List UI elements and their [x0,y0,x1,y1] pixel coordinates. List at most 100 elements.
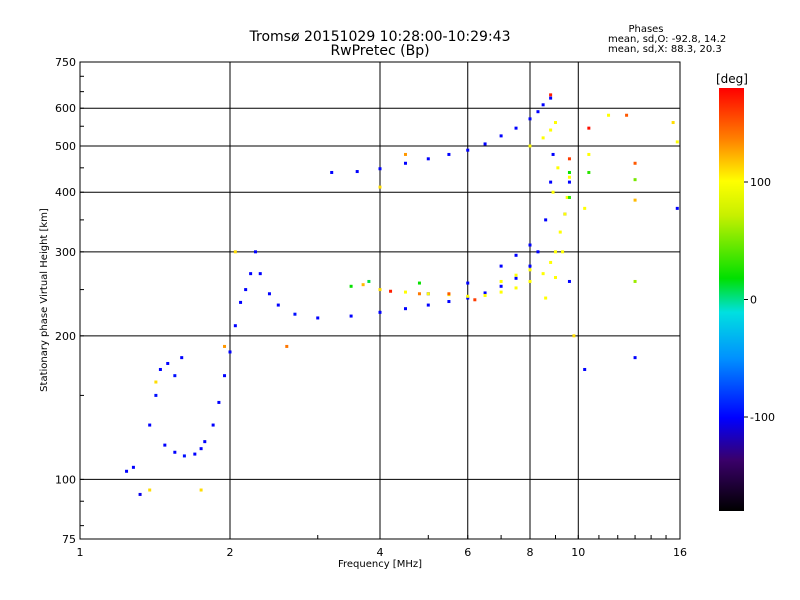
data-point [244,288,248,292]
data-point [633,279,637,283]
data-point [499,134,503,138]
data-point [253,250,257,254]
data-point [361,283,365,287]
data-point [148,423,152,427]
y-tick-label: 75 [62,533,76,546]
data-point [587,152,591,156]
data-point [558,230,562,234]
data-point [483,293,487,297]
data-point [154,380,158,384]
data-point [514,286,518,290]
data-point [217,400,221,404]
data-point [633,198,637,202]
stats-heading: Phases [628,24,663,35]
chart-subtitle: RwPretec (Bp) [330,43,429,59]
data-point [249,272,253,276]
colorbar-tick-label: -100 [750,411,775,424]
y-tick-label: 400 [55,186,76,199]
data-point [514,276,518,280]
data-point [551,152,555,156]
data-point [447,292,451,296]
data-point [466,281,470,285]
data-point [541,136,545,140]
data-point [499,284,503,288]
data-point [553,276,557,280]
data-point [447,152,451,156]
data-point [258,272,262,276]
data-point [483,142,487,146]
stats-x-mode: mean, sd,X: 88.3, 20.3 [608,44,722,55]
colorbar-tick-label: 0 [750,294,757,307]
y-axis-label: Stationary phase Virtual Height [km] [39,208,50,392]
data-point [193,452,197,456]
data-point [199,447,203,451]
data-point [378,185,382,189]
x-tick-label: 1 [77,546,84,559]
data-point [528,264,532,268]
data-point [199,488,203,492]
data-point [223,374,227,378]
data-point [551,190,555,194]
data-point [173,374,177,378]
data-point [567,170,571,174]
data-point [138,492,142,496]
colorbar [719,88,744,511]
data-point [565,195,569,199]
data-point [536,250,540,254]
data-point [378,310,382,314]
data-point [166,361,170,365]
data-point [233,324,237,328]
data-point [549,128,553,132]
data-point [330,170,334,174]
y-axis-ticks: 75 100 200 300 400 500 600 750 [55,56,84,546]
data-point [483,291,487,295]
data-point [466,148,470,152]
data-point [563,212,567,216]
data-point [567,279,571,283]
data-point [426,157,430,161]
data-point [125,469,129,473]
data-point [553,250,557,254]
data-point [633,356,637,360]
data-point [567,157,571,161]
data-point [473,298,477,302]
data-point [499,290,503,294]
data-point [417,292,421,296]
data-point [163,443,167,447]
data-point [633,178,637,182]
data-point [514,253,518,257]
data-point [514,126,518,130]
data-point [403,152,407,156]
data-point [285,344,289,348]
data-point [553,121,557,125]
data-point [466,294,470,298]
data-point [671,121,675,125]
data-point [426,292,430,296]
data-point [239,300,243,304]
data-point [228,350,232,354]
x-tick-label: 8 [527,546,534,559]
data-point [389,289,393,293]
y-tick-label: 100 [55,473,76,486]
data-point [378,167,382,171]
data-point [607,113,611,117]
data-point [541,103,545,107]
data-point [528,279,532,283]
data-point [267,292,271,296]
data-point [528,144,532,148]
data-point [499,264,503,268]
data-point [675,140,679,144]
data-point [276,303,280,307]
data-point [182,454,186,458]
x-tick-label: 2 [227,546,234,559]
data-point [173,450,177,454]
x-axis-ticks: 1 2 4 6 8 10 16 [77,535,687,559]
data-point [499,279,503,283]
data-point [211,423,215,427]
grid-lines [80,62,680,539]
data-point [514,273,518,277]
data-point [556,166,560,170]
data-point [587,170,591,174]
data-point [587,126,591,130]
